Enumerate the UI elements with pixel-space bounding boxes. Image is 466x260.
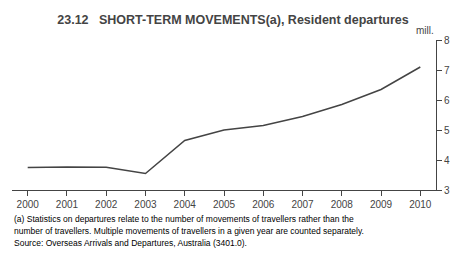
svg-text:8: 8 <box>444 35 450 46</box>
svg-text:2010: 2010 <box>409 199 432 210</box>
svg-text:2002: 2002 <box>95 199 118 210</box>
svg-text:6: 6 <box>444 95 450 106</box>
svg-text:3: 3 <box>444 185 450 196</box>
svg-text:2001: 2001 <box>56 199 79 210</box>
svg-text:(a) Statistics on departures r: (a) Statistics on departures relate to t… <box>14 214 354 224</box>
svg-text:2006: 2006 <box>252 199 275 210</box>
svg-text:2004: 2004 <box>174 199 197 210</box>
svg-text:2003: 2003 <box>134 199 157 210</box>
svg-text:2000: 2000 <box>17 199 40 210</box>
svg-text:2007: 2007 <box>291 199 314 210</box>
svg-text:Source: Overseas Arrivals and: Source: Overseas Arrivals and Departures… <box>14 238 247 248</box>
svg-text:23.12 SHORT-TERM MOVEMENTS(a: 23.12 SHORT-TERM MOVEMENTS(a), Resident … <box>57 13 409 27</box>
svg-text:mill.: mill. <box>416 25 434 36</box>
svg-text:number of travellers. Multiple: number of travellers. Multiple movements… <box>14 226 364 236</box>
svg-text:2005: 2005 <box>213 199 236 210</box>
svg-text:7: 7 <box>444 65 450 76</box>
svg-text:5: 5 <box>444 125 450 136</box>
svg-text:2009: 2009 <box>370 199 393 210</box>
svg-text:2008: 2008 <box>331 199 354 210</box>
svg-text:4: 4 <box>444 155 450 166</box>
